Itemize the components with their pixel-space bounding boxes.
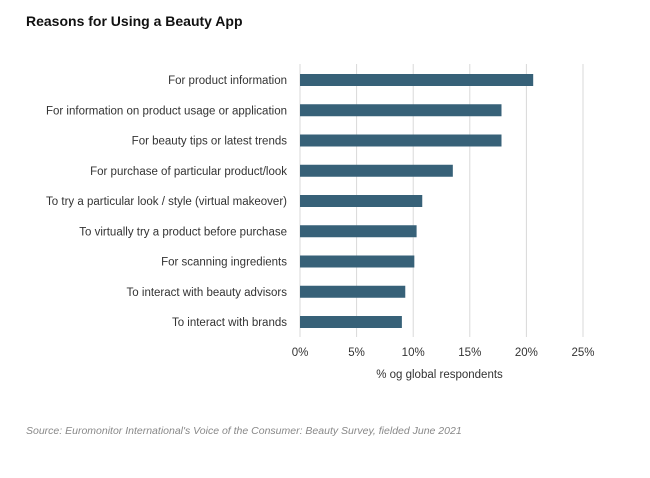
- category-label: For purchase of particular product/look: [90, 166, 287, 178]
- category-label: For beauty tips or latest trends: [132, 136, 288, 148]
- x-tick-labels: 0% 5% 10% 15% 20% 25%: [292, 347, 595, 359]
- source-note: Source: Euromonitor International's Voic…: [26, 425, 462, 437]
- bar: [300, 74, 534, 86]
- x-tick-label: 20%: [515, 347, 538, 359]
- x-axis-title: % og global respondents: [376, 369, 503, 381]
- category-label: To try a particular look / style (virtua…: [46, 196, 287, 208]
- category-label: To interact with beauty advisors: [127, 287, 288, 299]
- category-label: To interact with brands: [172, 317, 287, 329]
- bar: [300, 164, 453, 177]
- x-tick-label: 15%: [458, 347, 481, 359]
- x-tick-label: 5%: [348, 347, 365, 359]
- category-label: To virtually try a product before purcha…: [79, 226, 287, 238]
- x-tick-label: 10%: [402, 347, 425, 359]
- bar: [300, 134, 502, 147]
- bar: [300, 255, 415, 268]
- bar: [300, 225, 417, 238]
- bar: [300, 285, 406, 298]
- category-label: For information on product usage or appl…: [46, 105, 287, 117]
- bar: [300, 104, 502, 117]
- category-labels: For product information For information o…: [46, 75, 287, 329]
- bar: [300, 195, 423, 207]
- x-tick-label: 25%: [571, 347, 594, 359]
- chart-title: Reasons for Using a Beauty App: [26, 13, 243, 29]
- x-tick-label: 0%: [292, 347, 309, 359]
- bars: [300, 74, 534, 328]
- bar: [300, 316, 402, 328]
- category-label: For scanning ingredients: [161, 257, 287, 269]
- category-label: For product information: [168, 75, 287, 87]
